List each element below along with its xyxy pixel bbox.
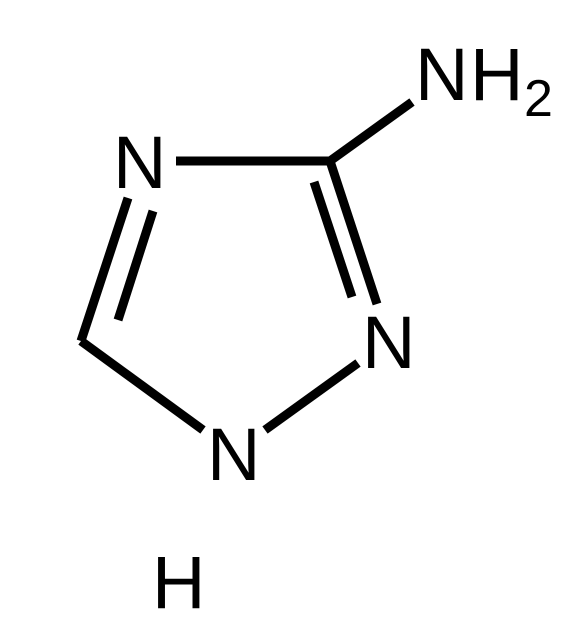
bond-n4-c5-inner [118,211,153,320]
bond-c5-n1 [81,341,203,430]
atom-nh2-sub: 2 [524,70,553,128]
bond-c3-nh2 [330,102,412,161]
atom-h-n1: H [152,541,205,624]
atom-nh2-n: N [415,33,468,116]
atom-n4: N [113,121,166,204]
bond-n2-c3-outer [330,161,377,304]
atom-nh2-h: H [470,33,523,116]
bond-n1-n2 [265,363,358,430]
atom-n2: N [362,301,415,384]
atom-n1: N [207,413,260,496]
molecule-diagram: N H N N N H 2 [0,0,573,640]
